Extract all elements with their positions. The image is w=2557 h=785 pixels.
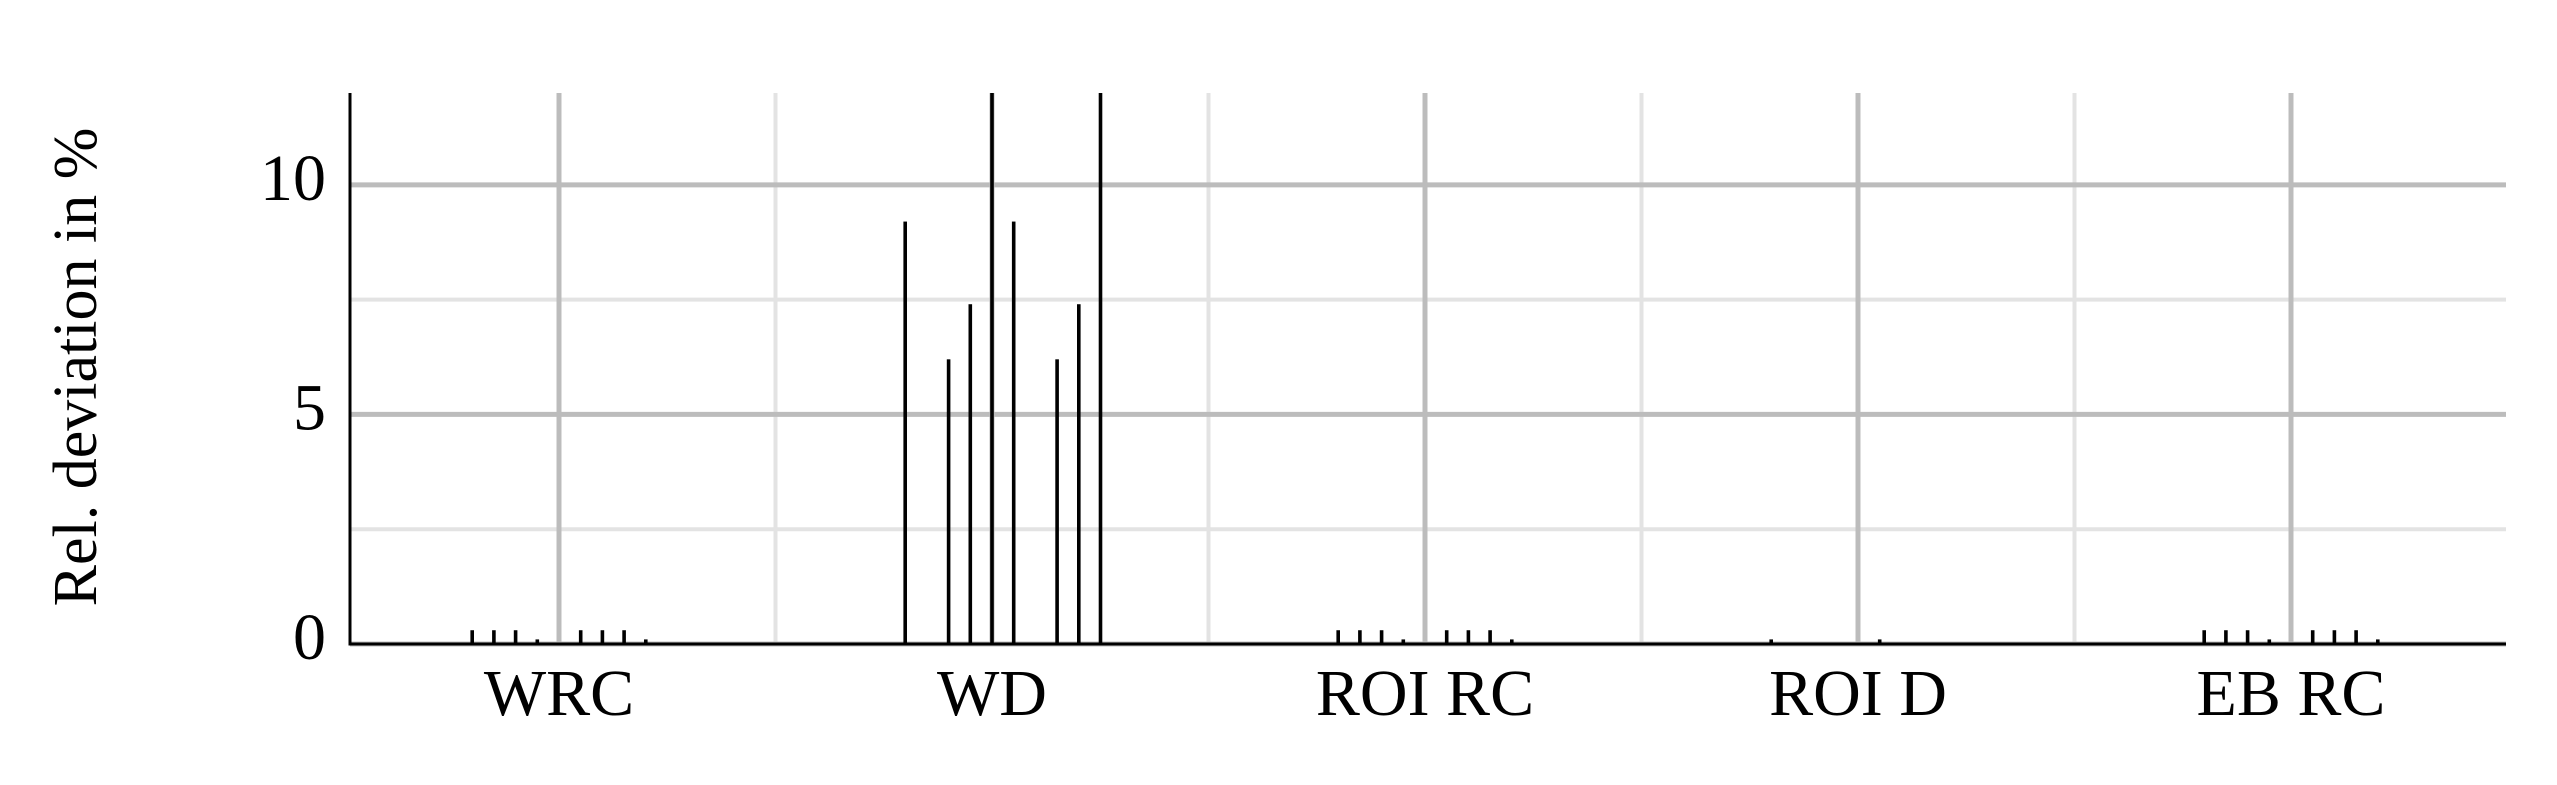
bar xyxy=(1877,639,1882,644)
y-tick-label: 5 xyxy=(293,372,326,445)
bar xyxy=(1098,93,1103,644)
bar xyxy=(2267,639,2272,644)
bar xyxy=(1401,639,1406,644)
x-tick-label: ROI RC xyxy=(1316,657,1534,730)
bar xyxy=(2332,630,2337,644)
bar xyxy=(1488,630,1492,644)
bar xyxy=(644,639,648,644)
y-tick-label: 0 xyxy=(293,601,326,674)
bar xyxy=(1510,639,1514,644)
bar xyxy=(1077,304,1081,644)
bar xyxy=(600,630,605,644)
bar xyxy=(2354,630,2358,644)
bar xyxy=(1358,630,1362,644)
bar xyxy=(968,304,973,644)
bar xyxy=(1444,630,1449,644)
bar xyxy=(2245,630,2250,644)
x-tick-label: WD xyxy=(937,657,1047,730)
bar xyxy=(1466,630,1471,644)
x-tick-label: EB RC xyxy=(2197,657,2386,730)
y-axis-label: Rel. deviation in % xyxy=(42,128,110,607)
x-tick-label: ROI D xyxy=(1769,657,1947,730)
bar xyxy=(2310,630,2315,644)
bar xyxy=(492,630,496,644)
y-tick-label: 10 xyxy=(260,142,326,215)
bar xyxy=(1379,630,1384,644)
bar xyxy=(990,93,994,644)
bar xyxy=(2202,630,2206,644)
bar xyxy=(2224,630,2228,644)
bar xyxy=(1336,630,1340,644)
bar xyxy=(513,630,518,644)
bar xyxy=(470,630,474,644)
bar xyxy=(946,359,951,644)
x-tick-label: WRC xyxy=(484,657,634,730)
bar xyxy=(578,630,583,644)
bar xyxy=(622,630,626,644)
bar xyxy=(2376,639,2380,644)
bar xyxy=(535,639,540,644)
bar xyxy=(1011,221,1016,645)
bar xyxy=(1055,359,1059,644)
bar xyxy=(1769,639,1773,644)
bar xyxy=(903,221,907,645)
